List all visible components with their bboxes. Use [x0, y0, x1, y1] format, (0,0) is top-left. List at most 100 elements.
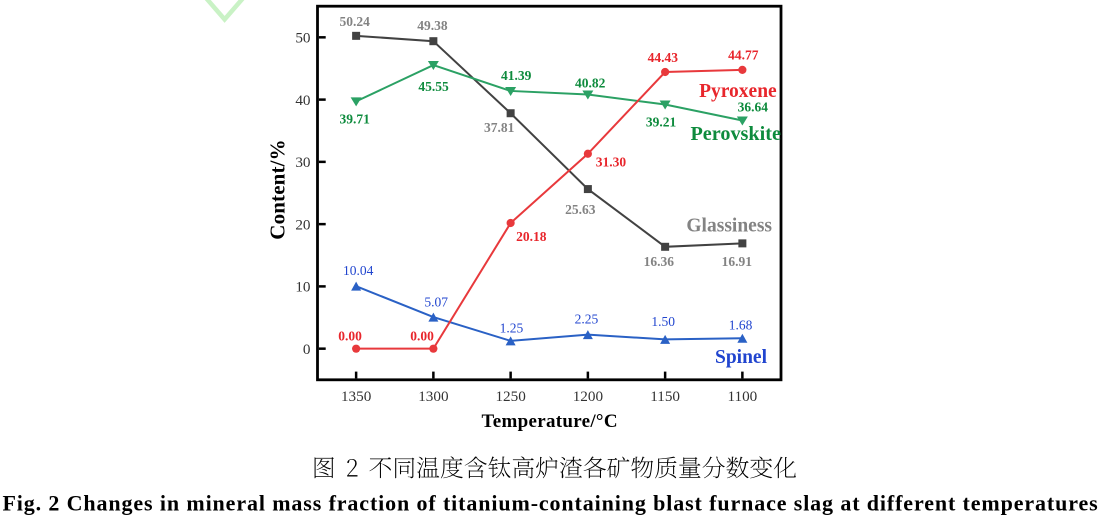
data-value-labels: 50.24 49.38 37.81 25.63 16.36 16.91 39.71 45.55…	[338, 14, 768, 344]
series-line-pyroxene	[356, 68, 743, 350]
marker-triangle-up-spinel	[428, 312, 439, 322]
series-name-labels: Glassiness Perovskite Spinel Pyroxene	[686, 81, 781, 368]
caption-zh-glyph	[369, 457, 392, 479]
value-label-glassiness: 50.24	[339, 14, 370, 29]
x-tick-label: 1150	[650, 388, 680, 405]
value-label-pyroxene: 44.77	[728, 47, 759, 62]
value-label-perovskite: 39.21	[646, 114, 677, 129]
marker-triangle-down-perovskite	[350, 97, 362, 107]
caption-zh-glyph	[512, 456, 534, 479]
value-label-spinel: 1.25	[500, 320, 524, 335]
y-tick-label: 50	[295, 30, 311, 47]
y-axis-title: Content/%	[266, 139, 290, 240]
marker-circle-pyroxene	[583, 149, 592, 158]
marker-triangle-up-spinel	[660, 334, 671, 344]
caption-zh-glyph	[583, 456, 607, 479]
y-tick-label: 0	[303, 341, 311, 358]
value-label-pyroxene: 44.43	[648, 50, 679, 65]
value-label-perovskite: 40.82	[575, 76, 606, 91]
series-line-spinel	[355, 285, 743, 342]
caption-zh-glyph	[655, 456, 677, 479]
caption-zh-glyph	[702, 456, 725, 479]
x-tick-label: 1250	[495, 388, 526, 405]
caption-chinese	[314, 456, 796, 479]
series-line-glassiness	[356, 34, 743, 248]
value-label-perovskite: 45.55	[418, 79, 449, 94]
y-tick-label: 40	[295, 92, 311, 109]
axis-ticks	[318, 36, 744, 379]
marker-square-glassiness	[429, 37, 438, 46]
caption-zh-glyph	[347, 458, 358, 477]
marker-circle-pyroxene	[506, 218, 515, 228]
marker-triangle-up-spinel	[582, 330, 593, 340]
value-label-spinel: 1.68	[729, 318, 753, 333]
value-label-pyroxene: 0.00	[410, 328, 434, 343]
marker-square-glassiness	[738, 239, 747, 248]
caption-zh-glyph	[726, 456, 749, 479]
value-label-spinel: 2.25	[575, 312, 599, 327]
marker-circle-pyroxene	[661, 67, 670, 77]
caption-zh-glyph	[440, 456, 463, 479]
caption-zh-glyph	[750, 456, 773, 479]
value-label-perovskite: 39.71	[339, 111, 370, 126]
value-label-pyroxene: 31.30	[596, 154, 627, 169]
series-name-pyroxene: Pyroxene	[699, 81, 777, 102]
marker-triangle-down-perovskite	[427, 61, 439, 71]
value-label-spinel: 5.07	[424, 295, 448, 310]
caption-zh-glyph	[464, 456, 487, 479]
marker-square-glassiness	[661, 242, 670, 251]
marker-square-glassiness	[352, 31, 361, 40]
marker-circle-pyroxene	[352, 344, 361, 353]
x-tick-label: 1100	[727, 388, 757, 405]
value-label-glassiness: 49.38	[417, 18, 448, 33]
marker-circle-pyroxene	[738, 65, 747, 74]
value-label-pyroxene: 0.00	[338, 328, 362, 343]
x-axis-title: Temperature/°C	[482, 411, 618, 432]
x-tick-label: 1200	[573, 388, 604, 405]
axis-tick-labels: 0 10 20 30 40 50 1350 1300 1250 1200 1150 1100	[295, 30, 757, 405]
caption-zh-glyph	[536, 456, 558, 479]
caption-zh-glyph	[395, 457, 415, 479]
series-name-perovskite: Perovskite	[690, 123, 780, 145]
value-label-spinel: 1.50	[651, 314, 675, 329]
series-layer	[350, 31, 748, 353]
value-label-pyroxene: 20.18	[516, 229, 547, 244]
x-tick-label: 1300	[418, 388, 449, 405]
marker-triangle-down-perovskite	[582, 90, 594, 100]
marker-triangle-up-spinel	[737, 333, 748, 343]
marker-triangle-up-spinel	[505, 336, 516, 346]
caption-english: Fig. 2 Changes in mineral mass fraction …	[2, 491, 1098, 516]
marker-triangle-down-perovskite	[505, 86, 517, 96]
marker-triangle-down-perovskite	[736, 116, 748, 126]
marker-square-glassiness	[583, 185, 592, 194]
value-label-glassiness: 16.36	[644, 254, 675, 269]
caption-zh-glyph	[488, 456, 511, 479]
marker-square-glassiness	[506, 109, 515, 118]
value-label-glassiness: 16.91	[722, 254, 753, 269]
caption-zh-glyph	[559, 456, 582, 479]
marker-circle-pyroxene	[429, 344, 438, 353]
marker-triangle-up-spinel	[351, 281, 362, 291]
series-line-perovskite	[355, 63, 743, 122]
series-name-glassiness: Glassiness	[686, 216, 772, 237]
value-label-spinel: 10.04	[343, 263, 374, 278]
watermark-chevron-icon	[204, 0, 245, 23]
x-tick-label: 1350	[341, 388, 372, 405]
caption-zh-glyph	[773, 456, 796, 479]
y-tick-label: 30	[295, 154, 311, 171]
caption-zh-glyph	[417, 456, 440, 479]
value-label-glassiness: 37.81	[484, 120, 515, 135]
y-tick-label: 20	[295, 216, 311, 233]
value-label-perovskite: 41.39	[501, 68, 532, 83]
caption-zh-glyph	[607, 456, 630, 479]
caption-zh-glyph	[679, 457, 701, 478]
y-tick-label: 10	[295, 279, 311, 296]
marker-triangle-down-perovskite	[659, 100, 671, 110]
value-label-perovskite: 36.64	[738, 100, 769, 115]
value-label-glassiness: 25.63	[565, 202, 596, 217]
plot-border	[316, 4, 783, 382]
caption-zh-glyph	[314, 457, 334, 479]
caption-zh-glyph	[631, 456, 654, 479]
